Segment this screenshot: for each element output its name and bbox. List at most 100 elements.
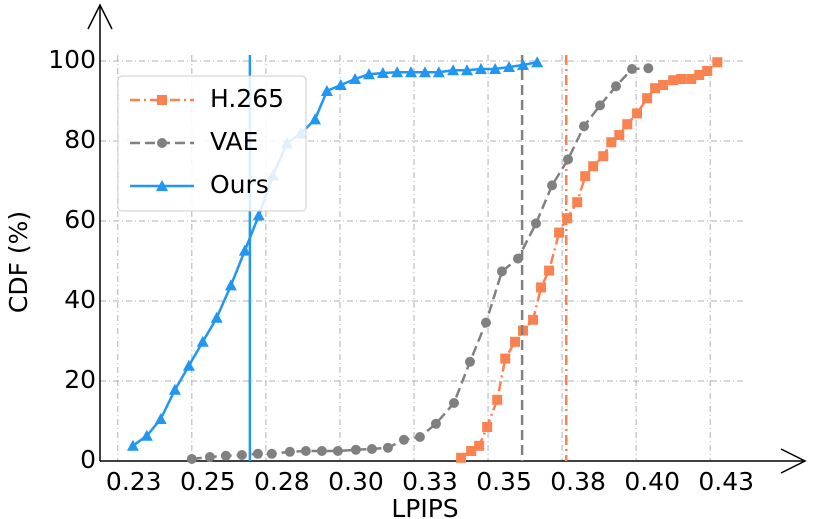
marker [686,74,697,84]
marker [204,452,215,462]
legend-label: Ours [210,170,269,199]
marker [580,171,591,182]
series [186,63,654,464]
marker [595,100,606,111]
marker [528,314,539,325]
marker [474,63,487,74]
y-tick-label: 60 [64,205,96,234]
marker [300,446,311,456]
marker [196,335,209,347]
marker [414,432,425,442]
marker [309,113,322,125]
marker [492,394,503,405]
marker [622,119,633,130]
marker [517,59,529,70]
y-tick-label: 100 [48,45,96,74]
marker [210,311,223,323]
legend-label: VAE [210,127,258,156]
marker [140,429,153,441]
marker [224,279,237,291]
y-tick-label: 40 [64,285,96,314]
x-tick-label: 0.43 [698,467,754,496]
marker [448,398,459,408]
marker [544,265,555,276]
marker [611,81,622,92]
marker [320,85,333,96]
marker [126,439,139,451]
marker [156,180,168,191]
marker [382,442,393,453]
y-tick-label: 80 [64,125,96,154]
marker [668,75,679,86]
marker [182,359,195,371]
marker [284,446,295,457]
marker [598,151,609,162]
marker [238,244,251,256]
marker [447,64,460,76]
marker [480,317,491,328]
x-tick-label: 0.28 [254,467,310,496]
legend-box [117,75,307,212]
marker [579,121,590,132]
legend-label: H.265 [210,84,284,113]
marker [432,66,445,78]
marker [500,353,511,364]
marker [702,66,713,76]
marker [418,66,431,78]
marker [588,161,599,172]
marker [157,138,167,148]
marker [168,383,181,395]
marker [252,209,265,221]
marker [334,79,347,90]
marker [461,64,474,76]
x-tick-label: 0.33 [402,467,458,496]
marker [547,180,558,191]
marker [531,218,542,229]
marker [220,450,231,461]
marker [489,63,502,74]
marker [474,440,485,451]
marker [650,83,661,94]
marker [658,80,669,90]
marker [332,446,343,456]
x-axis-arrow [780,448,807,474]
marker [563,154,574,165]
x-tick-label: 0.30 [328,467,384,496]
marker [466,446,477,456]
marker [632,108,643,119]
marker [482,422,493,432]
y-axis-arrow [87,3,113,30]
marker [606,137,617,148]
series [126,56,544,451]
marker [350,444,361,455]
marker [614,130,625,140]
y-tick-label: 0 [80,445,96,474]
x-axis-label: LPIPS [391,494,458,519]
marker [349,73,362,84]
marker [676,74,687,84]
marker [252,448,263,459]
marker [531,56,544,68]
marker [627,64,638,74]
marker [712,57,723,68]
marker [366,444,377,454]
x-tick-label: 0.35 [476,467,532,496]
marker [554,227,565,238]
x-tick-label: 0.23 [106,467,162,496]
marker [405,66,418,78]
marker [642,93,653,104]
marker [154,413,167,424]
marker [316,446,327,456]
marker [572,197,583,208]
y-axis-label: CDF (%) [4,211,33,313]
marker [186,454,197,464]
marker [376,67,389,78]
marker [266,448,277,459]
marker [562,213,573,224]
marker [536,282,547,293]
marker [496,266,507,277]
y-tick-label: 20 [64,365,96,394]
marker [694,70,705,80]
marker [643,63,654,74]
marker [456,452,467,463]
